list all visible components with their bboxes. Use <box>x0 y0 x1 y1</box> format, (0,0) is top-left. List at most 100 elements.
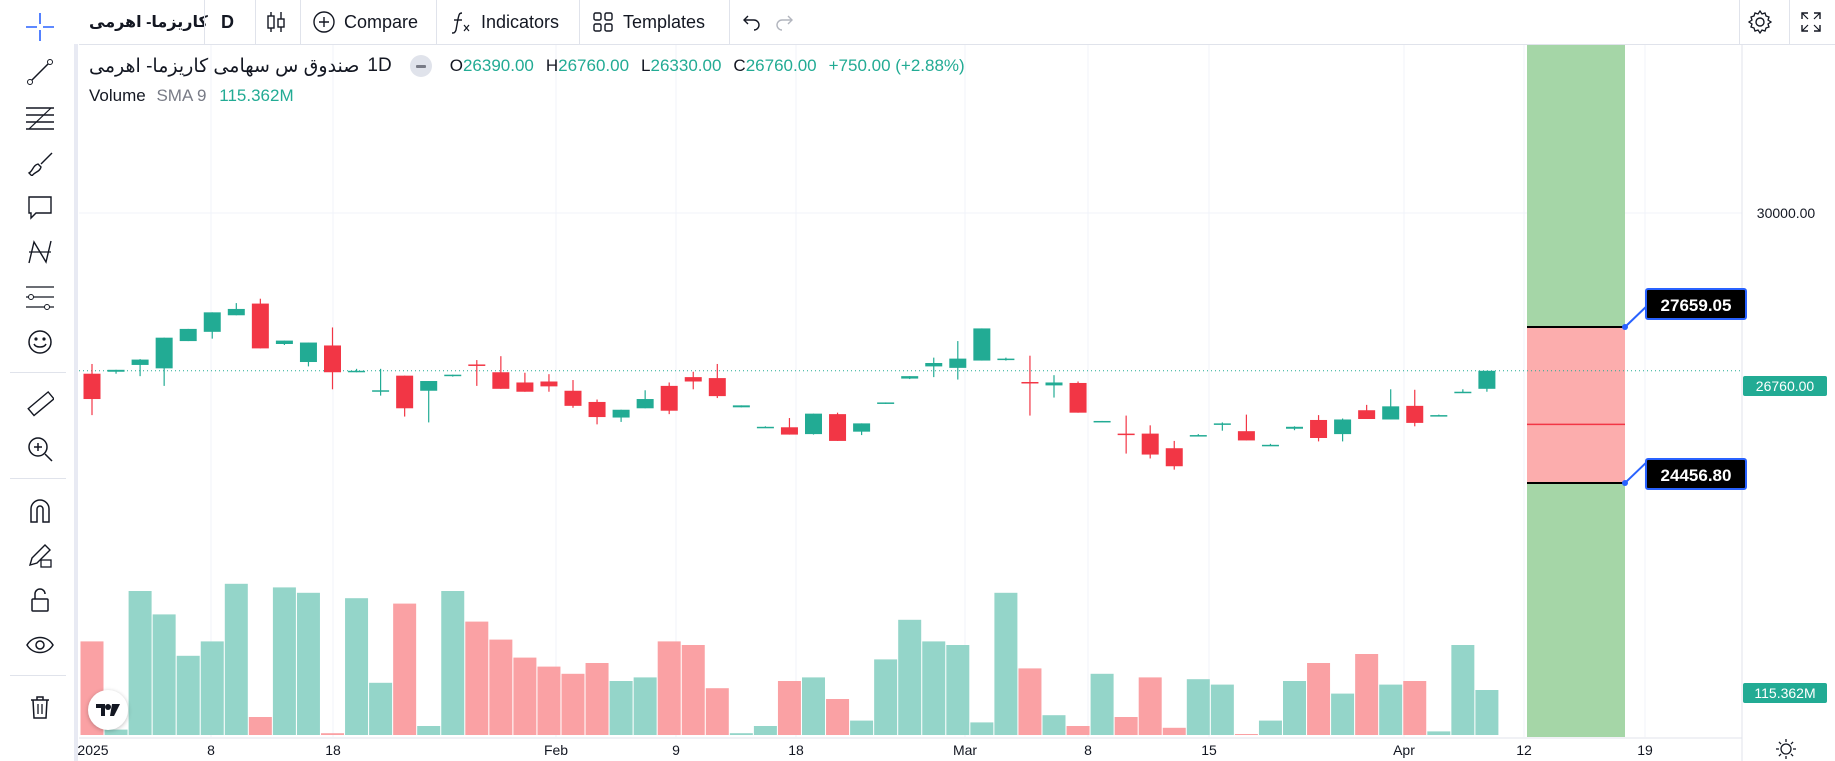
magnet-icon[interactable] <box>22 492 58 528</box>
target-price-callout[interactable]: 27659.05 <box>1645 288 1747 320</box>
volume-legend[interactable]: Volume SMA 9 115.362M <box>89 86 294 106</box>
drawing-toolbar <box>0 0 76 761</box>
candlestick-series <box>79 298 1742 470</box>
volume-bar <box>1186 679 1210 735</box>
candle-body <box>468 364 486 366</box>
candle-body <box>299 342 317 363</box>
candle-body <box>348 370 366 373</box>
market-status-icon[interactable] <box>409 55 432 77</box>
text-note-icon[interactable] <box>22 189 58 225</box>
volume-bar <box>994 592 1018 735</box>
candle-body <box>1045 382 1063 386</box>
candle-body <box>901 376 919 379</box>
redo-button[interactable] <box>773 0 797 44</box>
lock-drawings-icon[interactable] <box>22 537 58 573</box>
volume-bar <box>850 720 874 735</box>
candle-body <box>227 308 245 316</box>
pattern-icon[interactable] <box>22 234 58 270</box>
tradingview-logo[interactable] <box>88 690 128 730</box>
candle-body <box>925 362 943 367</box>
volume-bar <box>802 677 825 735</box>
volume-label: Volume <box>89 86 146 105</box>
volume-bar <box>1162 727 1186 735</box>
volume-bar <box>1138 677 1162 735</box>
trash-icon[interactable] <box>22 689 58 725</box>
volume-bar <box>1307 663 1331 735</box>
candle-body <box>83 373 101 400</box>
volume-bar <box>272 587 296 735</box>
candle-body <box>1237 431 1255 441</box>
candle-body <box>1093 420 1111 423</box>
time-tick-label: 12 <box>1516 742 1532 758</box>
candle-body <box>636 399 654 409</box>
legend-open-value: 26390.00 <box>462 56 534 75</box>
eye-icon[interactable] <box>22 627 58 663</box>
volume-bar <box>1090 673 1114 735</box>
candle-body <box>1478 370 1496 389</box>
function-icon <box>451 12 470 34</box>
legend-timeframe: 1D <box>367 55 392 76</box>
volume-bar <box>1114 717 1138 735</box>
volume-bar <box>200 641 224 735</box>
undo-icon <box>743 15 760 31</box>
volume-bar <box>826 699 850 735</box>
candle-body <box>1310 419 1328 438</box>
compare-button[interactable]: Compare <box>312 0 418 44</box>
undo-button[interactable] <box>739 0 763 44</box>
time-tick-label: 19 <box>1637 742 1653 758</box>
chart-type-button[interactable] <box>265 0 287 44</box>
candle-body <box>1213 423 1231 425</box>
volume-bar <box>609 681 633 735</box>
axes: 30000.00 2025 8 18 Feb 9 18 Mar 8 15 Apr 12 19 <box>77 44 1815 761</box>
grid-lines <box>79 45 1742 737</box>
fullscreen-button[interactable] <box>1799 0 1823 44</box>
zoom-in-icon[interactable] <box>22 431 58 467</box>
toolbar-separator <box>10 478 66 479</box>
volume-bar <box>176 655 200 735</box>
symbol-search-button[interactable]: کاریزما- اهرمی <box>89 0 208 44</box>
candle-body <box>444 374 462 377</box>
crosshair-icon[interactable] <box>22 9 58 45</box>
main-legend[interactable]: صندوق س سهامی کاریزما- اهرمی 1D O 26390.… <box>89 52 977 80</box>
interval-button[interactable]: D <box>221 0 234 44</box>
stop-price-callout[interactable]: 24456.80 <box>1645 458 1747 490</box>
top-toolbar: کاریزما- اهرمی D Compare Indicators Temp… <box>79 0 1835 45</box>
volume-sma-label: SMA 9 <box>156 86 207 105</box>
time-tick-label: 9 <box>672 742 680 758</box>
time-tick-label: Feb <box>544 742 568 758</box>
time-tick-label: Mar <box>953 742 977 758</box>
candle-body <box>516 382 534 392</box>
candle-body <box>1141 433 1159 455</box>
redo-icon <box>776 15 793 31</box>
settings-button[interactable] <box>1747 0 1773 44</box>
candle-body <box>131 359 149 365</box>
candle-body <box>372 390 390 392</box>
volume-bar <box>296 592 320 735</box>
candle-body <box>1021 381 1039 384</box>
ruler-icon[interactable] <box>22 386 58 422</box>
candle-body <box>756 426 774 429</box>
candle-body <box>275 340 293 345</box>
volume-bar <box>1210 684 1234 735</box>
candle-body <box>540 381 558 387</box>
trend-line-icon[interactable] <box>22 54 58 90</box>
indicators-button[interactable]: Indicators <box>449 0 559 44</box>
volume-bar <box>1258 720 1282 735</box>
position-tool[interactable] <box>1527 45 1651 737</box>
fib-retracement-icon[interactable] <box>22 99 58 135</box>
volume-bar <box>128 591 152 735</box>
candle-body <box>1189 435 1207 437</box>
volume-bar <box>393 603 417 735</box>
volume-bar <box>1379 684 1403 735</box>
volume-bar <box>657 641 681 735</box>
candles-icon <box>267 12 285 32</box>
unlock-icon[interactable] <box>22 582 58 618</box>
emoji-icon[interactable] <box>22 324 58 360</box>
templates-button[interactable]: Templates <box>591 0 705 44</box>
volume-bar <box>922 641 946 735</box>
volume-bar <box>489 639 513 735</box>
prediction-icon[interactable] <box>22 279 58 315</box>
brush-icon[interactable] <box>22 144 58 180</box>
